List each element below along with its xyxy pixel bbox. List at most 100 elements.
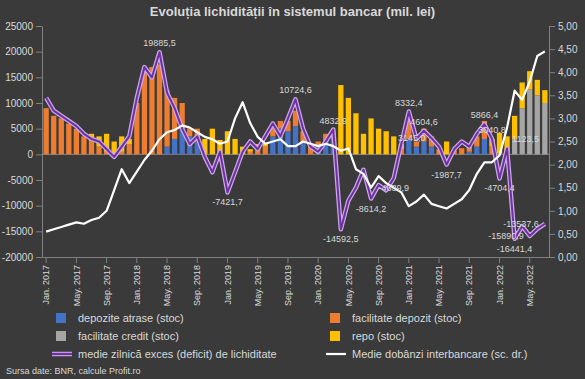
x-tick-label: May. 2017 [72,265,82,306]
bar [195,154,200,155]
y2-tick: 1,00 [549,206,578,217]
y2-tick-mark [549,234,555,235]
bar [59,154,64,155]
x-tick-label: Jan. 2017 [41,265,51,305]
bar [248,152,253,155]
x-tick-mark [439,257,440,263]
y-tick-mark [36,26,42,27]
y2-tick-label: 5,00 [558,21,578,32]
x-tick-mark [408,257,409,263]
bar [172,154,177,155]
x-tick: Sep. 2018 [192,257,202,306]
y-tick-label: 0 [27,149,33,160]
y2-tick-mark [549,257,555,258]
bar [263,147,268,155]
y2-tick: 2,00 [549,159,578,170]
bar [195,154,200,155]
legend-label: depozite atrase (stoc) [78,312,184,324]
data-label: 5866,4 [471,110,499,120]
y2-tick-mark [549,26,555,27]
bar [474,154,479,155]
data-label: -7421,7 [212,197,243,207]
bar [89,142,94,155]
line [46,52,545,238]
y-tick-label: -10000 [2,200,34,211]
x-tick-label: Sep. 2019 [283,265,293,306]
bar [542,90,547,103]
x-tick-mark [167,257,168,263]
y-axis: -20000-15000-10000-500005000100001500020… [2,21,43,263]
bar [157,154,162,155]
bar [414,154,419,155]
bar [248,154,253,155]
bar [164,154,169,155]
bar [467,154,472,155]
x-tick-mark [136,257,137,263]
bar [164,154,169,155]
legend-label: facilitate depozit (stoc) [352,312,461,324]
data-label: -15890,9 [488,231,524,241]
bar [353,113,358,154]
y2-tick: 3,00 [549,113,578,124]
y-tick-mark [36,257,42,258]
bar [180,154,185,155]
bar [270,154,275,155]
legend-label: facilitate credit (stoc) [78,330,179,342]
bar [384,131,389,154]
y-tick-mark [36,231,42,232]
bar [406,154,411,155]
bar [346,98,351,154]
bar [414,147,419,155]
legend-label: Medie dobânzi interbancare (sc. dr.) [352,348,527,360]
y-tick: -10000 [2,200,42,211]
y-tick: 10000 [5,98,42,109]
y-tick-mark [36,52,42,53]
bar [248,149,253,152]
bar [293,154,298,155]
bar [149,67,154,154]
x-tick-label: May. 2019 [253,265,263,306]
y-tick-label: -5000 [7,175,33,186]
y2-tick: 3,50 [549,90,578,101]
x-tick-mark [469,257,470,263]
bar [467,154,472,155]
bar [44,108,49,154]
x-tick-label: Jan. 2020 [313,265,323,305]
y-tick: -20000 [2,252,42,263]
bar [142,154,147,155]
bar [119,154,124,155]
bar [74,154,79,155]
bar [285,154,290,155]
line-halo [46,52,545,238]
legend-swatch-halo [52,352,72,357]
line [46,51,545,231]
data-label: -1987,7 [431,170,462,180]
bar [429,147,434,155]
annotation: Sursa date: BNR, calcule Profit.ro [6,366,141,376]
bar [285,154,290,155]
y2-tick-label: 1,00 [558,206,578,217]
y2-tick-label: 4,50 [558,44,578,55]
data-label: -4704,4 [484,183,515,193]
bar [66,154,71,155]
bar [542,103,547,154]
bar [391,136,396,154]
y-tick: 25000 [5,21,42,32]
title: Evoluția lichidității în sistemul bancar… [150,4,435,19]
bar [66,154,71,155]
bar [172,154,177,155]
bar [270,136,275,154]
bar [127,144,132,154]
bar [134,154,139,155]
y-tick-label: 15000 [5,72,33,83]
data-label: 1123,5 [512,134,539,144]
x-tick: Sep. 2017 [102,257,112,306]
bar [293,154,298,155]
legend-label: medie zilnică exces (deficit) de lichidi… [78,348,277,360]
y-tick-mark [36,206,42,207]
y2-tick-label: 2,00 [558,159,578,170]
bar [459,148,464,154]
y2-tick-mark [549,49,555,50]
plot-area [44,51,548,238]
bar [44,154,49,155]
